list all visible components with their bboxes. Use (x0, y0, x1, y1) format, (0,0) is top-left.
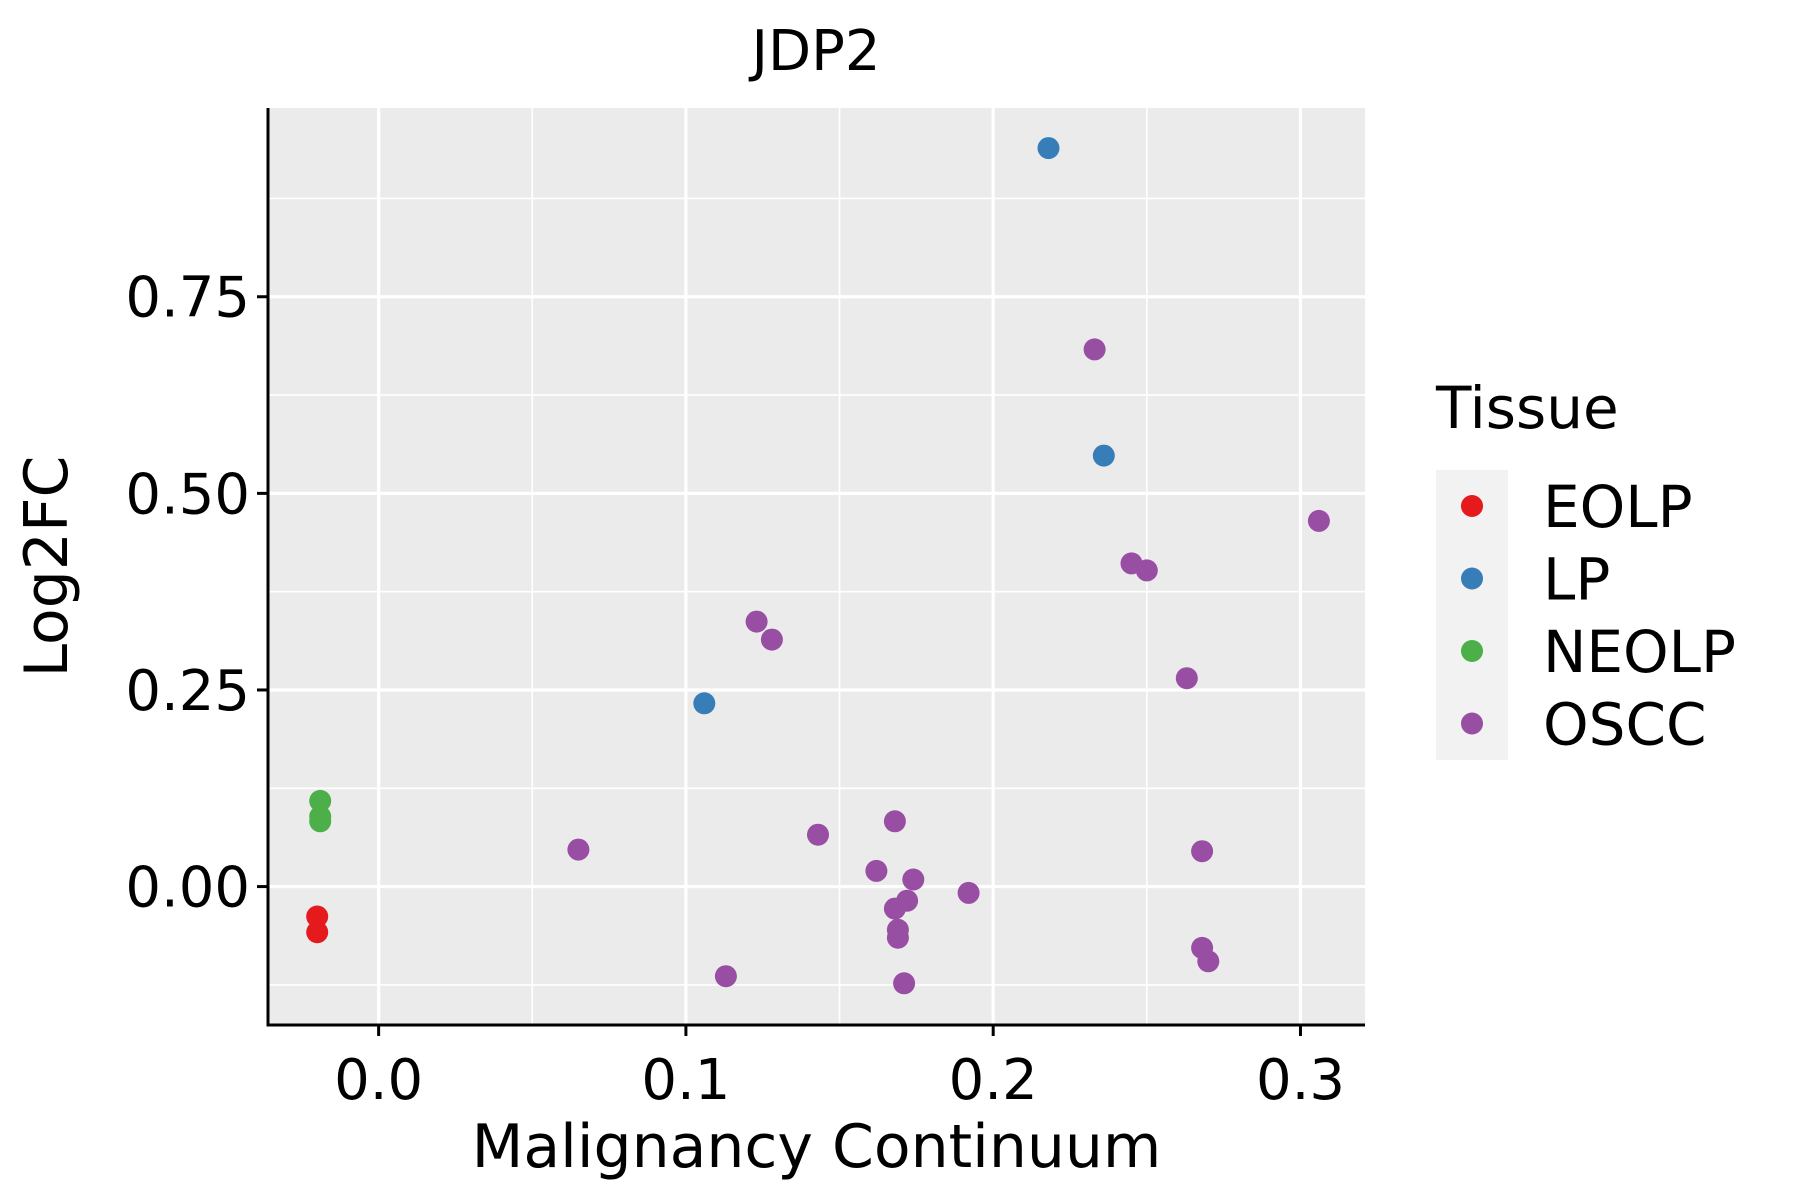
data-point-oscc (886, 926, 909, 949)
legend-label-neolp: NEOLP (1543, 618, 1736, 686)
legend-key-background (1436, 470, 1508, 760)
x-axis-ticks: 0.0 0.1 0.2 0.3 (334, 1025, 1345, 1113)
data-point-neolp (309, 789, 332, 812)
data-point-lp (1037, 137, 1060, 160)
data-point-lp (693, 692, 716, 715)
data-point-eolp (306, 921, 329, 944)
x-axis-title: Malignancy Continuum (472, 1112, 1162, 1182)
data-point-oscc (745, 610, 768, 633)
data-point-oscc (567, 838, 590, 861)
legend-label-lp: LP (1543, 546, 1610, 614)
legend-label-oscc: OSCC (1543, 691, 1706, 759)
data-point-oscc (760, 628, 783, 651)
data-point-lp (1092, 444, 1115, 467)
data-point-oscc (902, 868, 925, 891)
data-point-oscc (1175, 667, 1198, 690)
data-point-oscc (1197, 950, 1220, 973)
data-point-oscc (1083, 338, 1106, 361)
y-tick-label: 0.25 (125, 659, 250, 724)
legend-key-lp (1461, 567, 1483, 590)
chart-title: JDP2 (748, 19, 880, 84)
data-point-oscc (807, 823, 829, 846)
data-point-oscc (1135, 559, 1158, 582)
data-points (306, 137, 1330, 995)
data-point-oscc (1307, 509, 1330, 532)
y-axis-ticks: 0.00 0.25 0.50 0.75 (125, 266, 268, 921)
data-point-eolp (306, 905, 329, 928)
y-tick-label: 0.50 (125, 462, 250, 527)
y-tick-label: 0.00 (125, 856, 250, 921)
x-tick-label: 0.1 (641, 1048, 730, 1113)
data-point-oscc (883, 810, 906, 833)
x-tick-label: 0.2 (949, 1048, 1038, 1113)
legend-key-oscc (1461, 712, 1483, 735)
data-point-oscc (714, 965, 737, 988)
major-gridlines (268, 108, 1365, 1025)
plot-panel (268, 108, 1365, 1025)
data-point-oscc (893, 972, 916, 995)
legend-key-neolp (1461, 640, 1483, 662)
legend-label-eolp: EOLP (1543, 473, 1693, 541)
data-point-oscc (865, 859, 888, 882)
x-tick-label: 0.0 (334, 1048, 423, 1113)
y-axis-title: Log2FC (12, 456, 82, 678)
y-tick-label: 0.75 (125, 266, 250, 331)
data-point-oscc (957, 881, 980, 904)
data-point-oscc (883, 897, 906, 920)
x-tick-label: 0.3 (1256, 1048, 1345, 1113)
legend-title: Tissue (1435, 374, 1619, 442)
legend-key-eolp (1461, 495, 1483, 517)
data-point-neolp (309, 810, 332, 833)
data-point-oscc (1191, 840, 1214, 863)
